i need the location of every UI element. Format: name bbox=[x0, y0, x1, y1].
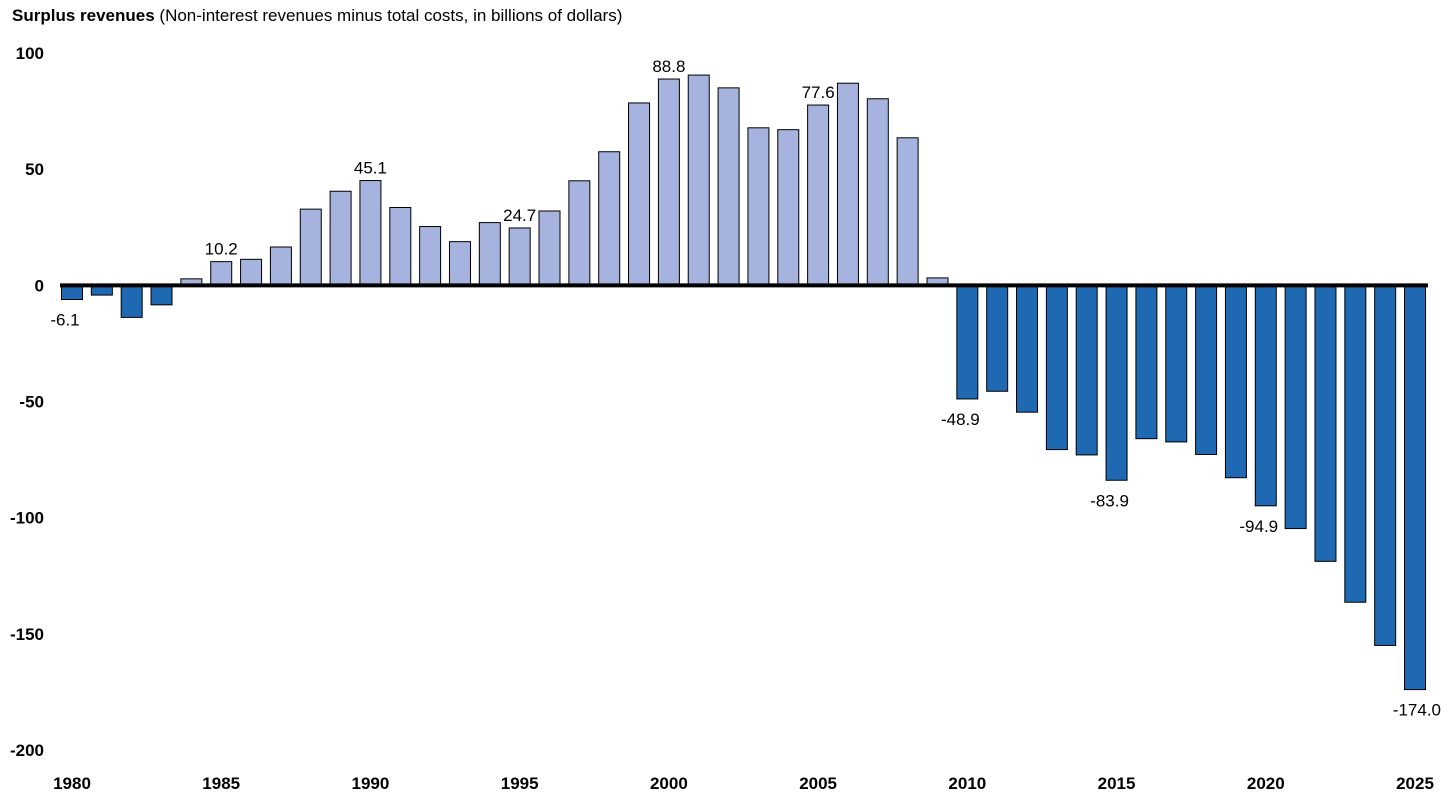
x-axis-ticks: 1980 1985 1990 1995 2000 2005 2010 2015 2020 2025 bbox=[53, 774, 1434, 793]
data-label-1980: -6.1 bbox=[50, 311, 79, 330]
chart-subtitle: (Non-interest revenues minus total costs… bbox=[159, 6, 623, 25]
x-tick-label: 2000 bbox=[650, 774, 688, 793]
bar-1989 bbox=[329, 190, 352, 286]
x-tick-label: 2005 bbox=[799, 774, 837, 793]
bar-2003 bbox=[747, 127, 770, 286]
bar-2020 bbox=[1254, 284, 1277, 507]
bar-2022 bbox=[1314, 284, 1337, 562]
data-label-2020: -94.9 bbox=[1239, 517, 1278, 536]
bar-2018 bbox=[1195, 284, 1218, 455]
bar-2006 bbox=[836, 82, 859, 286]
bar-1980 bbox=[61, 284, 83, 300]
chart-title-main: Surplus revenues bbox=[12, 6, 155, 25]
bar-2011 bbox=[986, 284, 1009, 392]
chart-title: Surplus revenues (Non-interest revenues … bbox=[12, 6, 622, 26]
bar-1991 bbox=[389, 207, 412, 286]
bar-2007 bbox=[866, 98, 889, 286]
bar-2012 bbox=[1016, 284, 1039, 413]
bar-1990 bbox=[359, 180, 382, 286]
bar-1988 bbox=[299, 208, 322, 286]
data-label-2025: -174.0 bbox=[1393, 701, 1441, 720]
bar-2019 bbox=[1224, 284, 1247, 479]
bar-1995 bbox=[508, 227, 531, 286]
bar-2024 bbox=[1374, 284, 1397, 646]
bar-1996 bbox=[538, 210, 561, 286]
x-tick-label: 1990 bbox=[352, 774, 390, 793]
y-tick-label: -200 bbox=[10, 741, 44, 760]
bar-1994 bbox=[478, 222, 501, 286]
x-tick-label: 1985 bbox=[202, 774, 240, 793]
bar-1983 bbox=[150, 284, 173, 306]
bar-1992 bbox=[419, 226, 442, 286]
bar-2010 bbox=[956, 284, 979, 400]
bar-2000 bbox=[657, 78, 680, 286]
y-tick-label: -50 bbox=[19, 393, 44, 412]
x-tick-label: 2010 bbox=[948, 774, 986, 793]
bar-2014 bbox=[1075, 284, 1098, 456]
y-tick-label: 0 bbox=[35, 276, 44, 295]
bar-1997 bbox=[568, 180, 591, 286]
data-label-2005: 77.6 bbox=[802, 83, 835, 102]
bar-2001 bbox=[687, 74, 710, 286]
bar-1999 bbox=[628, 102, 651, 286]
y-axis-ticks: 100 50 0 -50 -100 -150 -200 bbox=[10, 44, 44, 760]
x-tick-label: 1995 bbox=[501, 774, 539, 793]
bar-2008 bbox=[896, 137, 919, 286]
bars-group bbox=[61, 74, 1426, 691]
bar-1985 bbox=[210, 261, 233, 286]
bar-2002 bbox=[717, 87, 740, 286]
bar-2025 bbox=[1404, 284, 1426, 691]
y-tick-label: -100 bbox=[10, 509, 44, 528]
x-tick-label: 1980 bbox=[53, 774, 91, 793]
bar-2005 bbox=[807, 104, 830, 286]
bar-2015 bbox=[1105, 284, 1128, 481]
x-tick-label: 2015 bbox=[1098, 774, 1136, 793]
bar-1987 bbox=[269, 246, 292, 286]
y-tick-label: -150 bbox=[10, 625, 44, 644]
data-label-1995: 24.7 bbox=[503, 206, 536, 225]
bar-2004 bbox=[777, 129, 800, 286]
bar-2013 bbox=[1045, 284, 1068, 451]
y-tick-label: 100 bbox=[16, 44, 44, 63]
bar-2016 bbox=[1135, 284, 1158, 440]
bar-2021 bbox=[1284, 284, 1307, 530]
bar-1993 bbox=[448, 241, 471, 286]
data-label-1985: 10.2 bbox=[205, 240, 238, 259]
x-tick-label: 2025 bbox=[1396, 774, 1434, 793]
data-label-2010: -48.9 bbox=[941, 410, 980, 429]
bar-1998 bbox=[598, 151, 621, 286]
data-label-2000: 88.8 bbox=[652, 57, 685, 76]
data-labels: -6.1 10.2 45.1 24.7 88.8 77.6 -48.9 -83.9 -94.9 -… bbox=[50, 57, 1441, 720]
data-label-1990: 45.1 bbox=[354, 159, 387, 178]
y-tick-label: 50 bbox=[25, 160, 44, 179]
bar-1986 bbox=[240, 258, 263, 286]
bar-2017 bbox=[1165, 284, 1188, 443]
data-label-2015: -83.9 bbox=[1090, 491, 1129, 510]
bar-2023 bbox=[1344, 284, 1367, 603]
x-tick-label: 2020 bbox=[1247, 774, 1285, 793]
bar-1982 bbox=[120, 284, 143, 318]
